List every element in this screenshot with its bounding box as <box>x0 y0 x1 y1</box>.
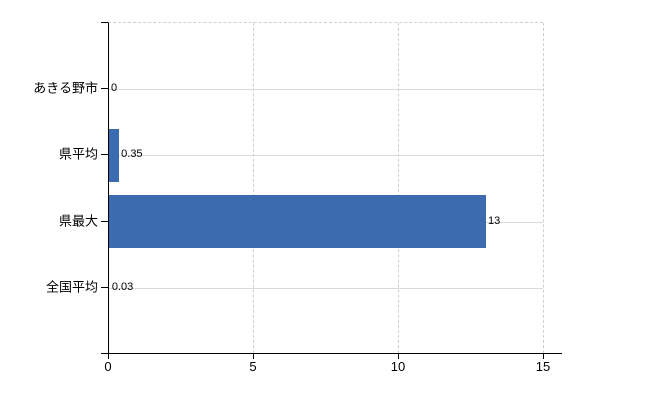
category-label: 県平均 <box>58 146 98 162</box>
bar <box>109 128 120 182</box>
gridline-vertical <box>398 23 399 353</box>
y-tick <box>101 353 108 354</box>
y-tick <box>101 286 108 288</box>
x-tick <box>108 353 109 359</box>
category-label: 全国平均 <box>45 279 98 295</box>
bar <box>109 195 486 249</box>
x-tick <box>398 353 399 359</box>
bar-value-label: 0.35 <box>121 148 143 161</box>
x-tick <box>543 353 544 359</box>
x-tick <box>253 353 254 359</box>
x-tick-label: 10 <box>390 359 406 374</box>
category-label: あきる野市 <box>33 80 98 96</box>
plot-area <box>108 22 544 353</box>
y-tick <box>101 220 108 222</box>
x-tick-label: 5 <box>249 359 257 374</box>
y-tick <box>101 154 108 156</box>
bar-value-label: 0.03 <box>111 280 134 293</box>
gridline-vertical <box>253 23 254 353</box>
y-tick <box>101 22 108 23</box>
gridline-vertical <box>543 23 544 353</box>
gridline-horizontal <box>109 155 543 157</box>
bar-value-label: 13 <box>488 214 501 227</box>
category-label: 県最大 <box>58 213 98 229</box>
x-axis <box>108 353 562 354</box>
x-tick-label: 0 <box>104 359 112 374</box>
gridline-horizontal <box>109 89 543 91</box>
y-tick <box>101 88 108 90</box>
gridline-horizontal <box>109 287 543 289</box>
x-tick-label: 15 <box>535 359 551 374</box>
bar-value-label: 0 <box>111 82 118 95</box>
